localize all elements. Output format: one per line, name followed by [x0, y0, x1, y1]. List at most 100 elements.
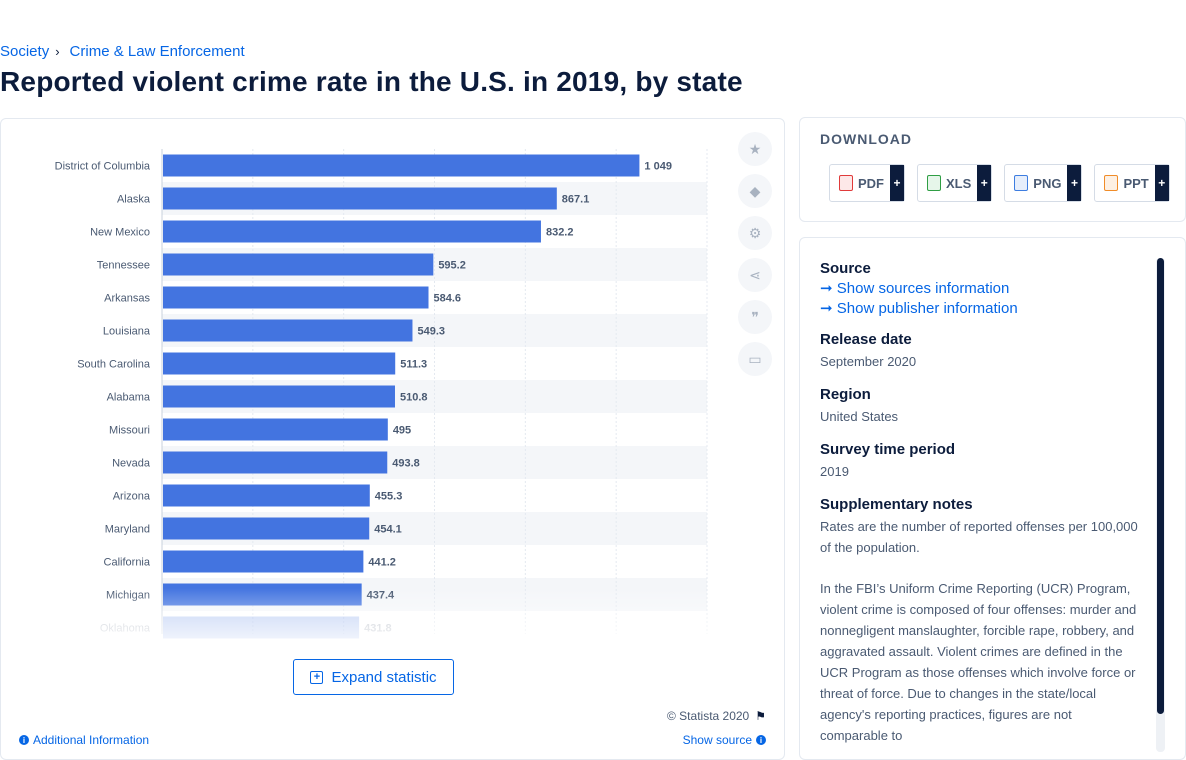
png-label: PNG: [1033, 175, 1062, 191]
category-label: Arkansas: [104, 293, 150, 305]
download-xls-button[interactable]: XLS +: [917, 164, 993, 202]
xls-file-icon: [927, 175, 941, 191]
bar-chart: District of Columbia 1 049 Alaska 867.1 New …: [1, 149, 721, 648]
bar: [163, 220, 541, 243]
info-icon: i: [19, 735, 29, 745]
data-label: 832.2: [546, 227, 574, 239]
release-heading: Release date: [820, 331, 912, 348]
plus-icon: +: [1154, 165, 1169, 201]
expand-label: Expand statistic: [331, 668, 437, 686]
notes-value: Rates are the number of reported offense…: [820, 519, 1138, 555]
chart-card: District of Columbia 1 049 Alaska 867.1 New …: [0, 118, 785, 760]
release-section: Release date September 2020: [820, 331, 1140, 372]
breadcrumb-crime[interactable]: Crime & Law Enforcement: [69, 43, 245, 60]
bar: [163, 187, 557, 210]
bar: [163, 418, 388, 441]
details-card: Source ➞ Show sources information ➞ Show…: [799, 237, 1186, 760]
notes-paragraph: In the FBI’s Uniform Crime Reporting (UC…: [820, 581, 1137, 743]
download-pdf-button[interactable]: PDF +: [829, 164, 905, 202]
additional-information-link[interactable]: i Additional Information: [19, 733, 149, 747]
png-file-icon: [1014, 175, 1029, 191]
source-heading: Source: [820, 260, 871, 277]
region-value: United States: [820, 409, 899, 424]
bar: [163, 253, 434, 276]
ppt-label: PPT: [1123, 175, 1149, 191]
pdf-label: PDF: [858, 175, 884, 191]
plus-square-icon: +: [310, 670, 324, 684]
source-section: Source ➞ Show sources information ➞ Show…: [820, 260, 1140, 317]
additional-info-label: Additional Information: [33, 733, 150, 747]
region-section: Region United States: [820, 386, 1140, 427]
download-card: DOWNLOAD PDF + XLS + PNG + PPT +: [799, 117, 1186, 222]
chart-toolbar: ★ ◆ ⚙ ⋖ ❞ ▭: [738, 132, 772, 376]
show-source-label: Show source: [682, 733, 752, 747]
print-icon[interactable]: ▭: [738, 342, 772, 376]
details-content: Source ➞ Show sources information ➞ Show…: [820, 260, 1140, 759]
bar: [163, 550, 364, 573]
data-label: 867.1: [562, 194, 590, 206]
category-label: Alaska: [117, 194, 151, 206]
data-label: 510.8: [400, 392, 428, 404]
bar: [163, 286, 429, 309]
show-publisher-link[interactable]: ➞ Show publisher information: [820, 299, 1140, 317]
page-title: Reported violent crime rate in the U.S. …: [0, 66, 743, 97]
plus-icon: +: [890, 165, 904, 201]
pdf-file-icon: [839, 175, 853, 191]
data-label: 1 049: [644, 161, 672, 173]
show-publisher-label: Show publisher information: [836, 300, 1018, 317]
breadcrumb: Society › Crime & Law Enforcement: [0, 43, 245, 60]
arrow-right-icon: ➞: [820, 300, 837, 317]
share-icon[interactable]: ⋖: [738, 258, 772, 292]
show-sources-link[interactable]: ➞ Show sources information: [820, 279, 1140, 297]
plus-icon: +: [1067, 165, 1082, 201]
category-label: Louisiana: [103, 326, 151, 338]
data-label: 511.3: [400, 359, 427, 371]
data-label: 454.1: [374, 524, 402, 536]
xls-label: XLS: [946, 175, 972, 191]
period-section: Survey time period 2019: [820, 441, 1140, 482]
bar: [163, 517, 370, 540]
category-label: Nevada: [112, 458, 151, 470]
region-heading: Region: [820, 386, 871, 403]
bell-icon[interactable]: ◆: [738, 174, 772, 208]
ppt-file-icon: [1104, 175, 1119, 191]
category-label: Tennessee: [97, 260, 150, 272]
release-value: September 2020: [820, 354, 917, 369]
category-label: District of Columbia: [55, 161, 151, 173]
data-label: 549.3: [417, 326, 445, 338]
category-label: Alabama: [107, 392, 151, 404]
category-label: California: [104, 557, 151, 569]
show-source-link[interactable]: Show source i: [683, 733, 766, 747]
data-label: 595.2: [438, 260, 466, 272]
bar: [163, 484, 370, 507]
notes-section: Supplementary notes Rates are the number…: [820, 496, 1140, 746]
star-icon[interactable]: ★: [738, 132, 772, 166]
bar: [163, 451, 388, 474]
bar: [163, 385, 395, 408]
bar: [163, 352, 396, 375]
category-label: New Mexico: [90, 227, 150, 239]
show-sources-label: Show sources information: [836, 280, 1010, 297]
download-buttons: PDF + XLS + PNG + PPT +: [829, 164, 1170, 202]
download-ppt-button[interactable]: PPT +: [1094, 164, 1170, 202]
download-png-button[interactable]: PNG +: [1004, 164, 1083, 202]
notes-heading: Supplementary notes: [820, 496, 973, 513]
data-label: 493.8: [392, 458, 420, 470]
copyright-text: © Statista 2020: [667, 709, 750, 723]
expand-statistic-button[interactable]: + Expand statistic: [293, 659, 454, 695]
data-label: 495: [393, 425, 411, 437]
scrollbar-thumb[interactable]: [1157, 258, 1164, 714]
gear-icon[interactable]: ⚙: [738, 216, 772, 250]
category-label: Missouri: [109, 425, 150, 437]
bar: [163, 154, 640, 177]
data-label: 441.2: [368, 557, 396, 569]
chevron-right-icon: ›: [55, 44, 60, 59]
period-value: 2019: [820, 464, 849, 479]
info-icon: i: [756, 735, 766, 745]
category-label: Arizona: [113, 491, 151, 503]
category-label: Maryland: [105, 524, 150, 536]
quote-icon[interactable]: ❞: [738, 300, 772, 334]
flag-icon[interactable]: ⚑: [755, 709, 766, 723]
fade-overlay: [1, 588, 721, 648]
breadcrumb-society[interactable]: Society: [0, 43, 50, 60]
